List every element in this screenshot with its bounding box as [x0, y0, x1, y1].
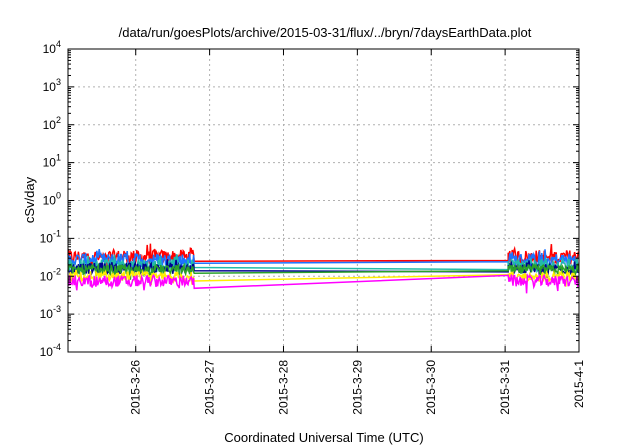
chart-title: /data/run/goesPlots/archive/2015-03-31/f… — [119, 25, 532, 40]
x-tick-label: 2015-3-28 — [276, 360, 290, 415]
x-tick-label: 2015-4-1 — [572, 360, 586, 408]
series-group — [67, 243, 580, 294]
x-tick-label: 2015-3-27 — [203, 360, 217, 415]
x-tick-label: 2015-3-29 — [350, 360, 364, 415]
y-tick-label: 102 — [43, 115, 61, 132]
x-tick-label: 2015-3-26 — [129, 360, 143, 415]
x-axis-label: Coordinated Universal Time (UTC) — [224, 430, 423, 445]
y-tick-labels: 10-4 10-3 10-2 10-1 100 101 102 103 104 — [40, 39, 61, 359]
plot-frame — [67, 48, 580, 353]
y-tick-label: 10-1 — [40, 228, 61, 245]
y-tick-label: 103 — [43, 77, 61, 94]
x-tick-labels: 2015-3-26 2015-3-27 2015-3-28 2015-3-29 2015… — [129, 360, 586, 415]
series-line — [67, 259, 580, 279]
series-line — [67, 272, 580, 294]
y-tick-label: 10-3 — [40, 304, 61, 321]
grid — [68, 49, 579, 352]
y-tick-label: 10-4 — [40, 342, 61, 359]
y-tick-label: 101 — [43, 153, 61, 170]
x-tick-label: 2015-3-30 — [424, 360, 438, 415]
y-tick-label: 10-2 — [40, 266, 61, 283]
series-line — [67, 262, 580, 280]
x-tick-label: 2015-3-31 — [498, 360, 512, 415]
y-axis-label: cSv/day — [22, 176, 37, 223]
y-tick-label: 100 — [43, 191, 61, 208]
y-tick-label: 104 — [43, 39, 61, 56]
